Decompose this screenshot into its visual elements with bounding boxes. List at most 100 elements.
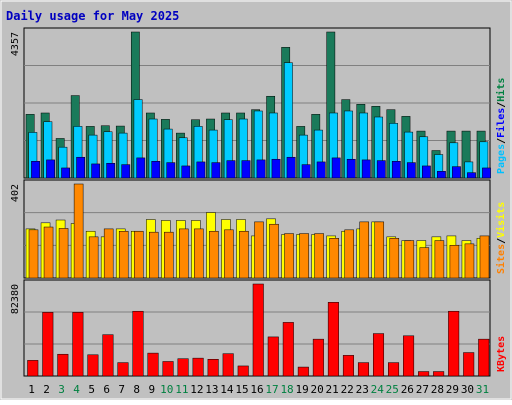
- max-value-label: 4357: [10, 32, 21, 56]
- legend-separator: /: [496, 138, 507, 144]
- bar-sites-day-8: [133, 230, 144, 279]
- day-label-15: 15: [235, 383, 248, 396]
- bar-kbytes-day-8: [132, 310, 144, 377]
- bar-pages-day-4: [76, 156, 86, 179]
- day-label-3: 3: [58, 383, 65, 396]
- legend-item: Pages: [496, 144, 507, 174]
- bar-kbytes-day-3: [57, 353, 69, 377]
- bar-kbytes-day-26: [403, 335, 415, 377]
- bar-pages-day-24: [376, 160, 386, 179]
- day-label-22: 22: [341, 383, 354, 396]
- day-label-21: 21: [326, 383, 339, 396]
- bar-pages-day-25: [391, 160, 401, 179]
- max-value-label: 82380: [10, 284, 21, 314]
- day-label-20: 20: [311, 383, 324, 396]
- bar-sites-day-29: [449, 245, 460, 279]
- bar-pages-day-28: [437, 171, 446, 179]
- panel-legend: KBytes: [496, 336, 507, 372]
- bar-sites-day-11: [179, 228, 189, 279]
- bar-kbytes-day-30: [463, 352, 475, 377]
- bar-kbytes-day-24: [372, 333, 385, 377]
- day-label-25: 25: [386, 383, 399, 396]
- bar-sites-day-9: [149, 231, 159, 279]
- bar-sites-day-19: [299, 233, 309, 279]
- day-label-2: 2: [43, 383, 50, 396]
- panel-legend: Sites/Visits: [495, 202, 507, 274]
- legend-item: Sites: [495, 244, 507, 274]
- bar-pages-day-1: [31, 160, 40, 179]
- bar-sites-day-22: [344, 229, 354, 279]
- bar-kbytes-day-5: [87, 354, 99, 377]
- bar-pages-day-22: [346, 158, 356, 179]
- day-label-16: 16: [250, 383, 263, 396]
- bar-sites-day-7: [118, 230, 129, 279]
- max-value-label: 402: [10, 184, 21, 202]
- bar-sites-day-16: [254, 221, 264, 279]
- bar-pages-day-15: [241, 160, 251, 179]
- bar-pages-day-9: [151, 160, 161, 179]
- day-label-12: 12: [190, 383, 203, 396]
- bar-kbytes-day-22: [342, 355, 354, 377]
- bar-pages-day-14: [226, 160, 236, 179]
- legend-item: Visits: [495, 202, 507, 238]
- bar-pages-day-26: [406, 162, 416, 179]
- bar-sites-day-24: [374, 221, 385, 279]
- day-label-27: 27: [416, 383, 429, 396]
- day-label-24: 24: [371, 383, 385, 396]
- bar-sites-day-26: [404, 240, 415, 279]
- day-label-9: 9: [148, 383, 155, 396]
- bar-pages-day-20: [316, 161, 326, 179]
- bar-kbytes-day-17: [267, 336, 279, 377]
- bar-pages-day-3: [61, 167, 70, 179]
- bar-kbytes-day-19: [297, 366, 309, 377]
- bar-sites-day-14: [224, 229, 234, 279]
- legend-separator: /: [496, 102, 507, 108]
- bar-pages-day-19: [301, 164, 311, 179]
- bar-kbytes-day-10: [162, 361, 174, 377]
- panel-visits-sites: 402 Sites/Visits: [10, 179, 507, 279]
- bar-sites-day-5: [88, 236, 99, 279]
- day-label-23: 23: [356, 383, 369, 396]
- bar-sites-day-4: [73, 183, 84, 279]
- bar-sites-day-21: [329, 237, 339, 279]
- day-label-8: 8: [133, 383, 140, 396]
- legend-item: Hits: [495, 78, 507, 102]
- day-label-26: 26: [401, 383, 414, 396]
- bar-sites-day-23: [359, 221, 369, 279]
- bar-pages-day-6: [106, 163, 116, 179]
- bar-kbytes-day-14: [222, 353, 234, 377]
- bar-sites-day-31: [479, 235, 490, 279]
- day-label-6: 6: [103, 383, 110, 396]
- legend-item: KBytes: [496, 336, 507, 372]
- day-label-18: 18: [280, 383, 293, 396]
- bar-pages-day-27: [422, 165, 431, 179]
- bar-sites-day-25: [389, 237, 400, 279]
- bar-pages-day-23: [361, 159, 371, 179]
- bar-pages-day-21: [331, 157, 341, 179]
- bar-kbytes-day-18: [282, 322, 294, 377]
- bar-kbytes-day-21: [327, 302, 339, 377]
- bar-pages-day-18: [286, 156, 296, 179]
- bar-kbytes-day-12: [192, 357, 204, 377]
- bar-kbytes-day-16: [252, 283, 264, 377]
- bar-sites-day-28: [434, 240, 445, 279]
- bar-pages-day-17: [271, 158, 281, 179]
- bar-pages-day-29: [452, 166, 461, 179]
- day-labels: 1 2 3 4 5 6 7 8 9 10 11 12 13 14 15 16 17 18 19 20 21 22 23 24 2…: [28, 383, 489, 396]
- day-label-5: 5: [88, 383, 95, 396]
- bar-sites-day-6: [103, 228, 114, 279]
- panels: 4357Pages/Files/Hits402Sites/Visits82380…: [10, 27, 507, 377]
- day-label-30: 30: [461, 383, 474, 396]
- bar-sites-day-1: [28, 229, 39, 279]
- bar-pages-day-10: [166, 162, 176, 179]
- chart-title: Daily usage for May 2025: [6, 9, 179, 23]
- bar-sites-day-12: [194, 228, 204, 279]
- bar-sites-day-2: [43, 226, 54, 279]
- day-label-11: 11: [175, 383, 188, 396]
- bar-kbytes-day-29: [448, 310, 460, 377]
- bar-kbytes-day-11: [177, 358, 189, 377]
- bar-kbytes-day-4: [72, 312, 84, 377]
- day-label-10: 10: [160, 383, 173, 396]
